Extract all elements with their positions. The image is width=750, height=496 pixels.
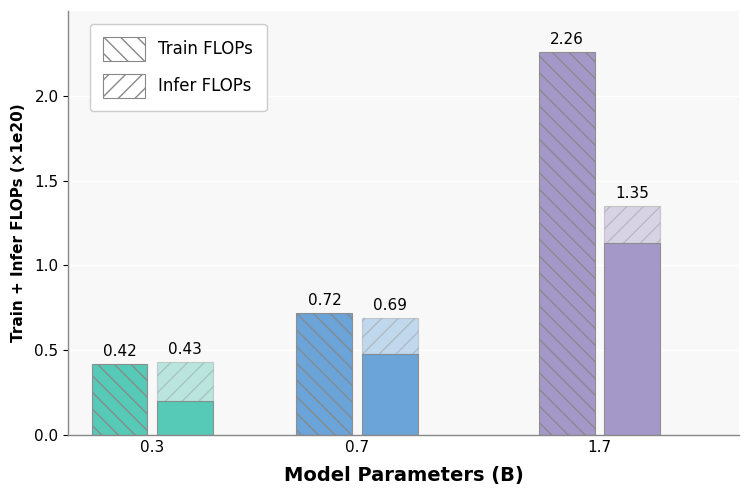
- Text: 2.26: 2.26: [550, 32, 584, 47]
- Bar: [92, 364, 148, 435]
- Bar: [157, 362, 213, 401]
- Text: 0.43: 0.43: [168, 342, 202, 357]
- Bar: [157, 401, 213, 435]
- Bar: [538, 52, 595, 435]
- Bar: [604, 206, 660, 244]
- Bar: [604, 244, 660, 435]
- Y-axis label: Train + Infer FLOPs (×1e20): Train + Infer FLOPs (×1e20): [11, 104, 26, 342]
- Text: 1.35: 1.35: [615, 186, 649, 201]
- Bar: [362, 354, 418, 435]
- Bar: [296, 313, 352, 435]
- Text: 0.69: 0.69: [373, 298, 406, 313]
- Legend: Train FLOPs, Infer FLOPs: Train FLOPs, Infer FLOPs: [90, 24, 266, 111]
- X-axis label: Model Parameters (B): Model Parameters (B): [284, 466, 524, 485]
- Text: 0.42: 0.42: [103, 344, 136, 359]
- Text: 0.72: 0.72: [308, 293, 341, 308]
- Bar: [362, 318, 418, 354]
